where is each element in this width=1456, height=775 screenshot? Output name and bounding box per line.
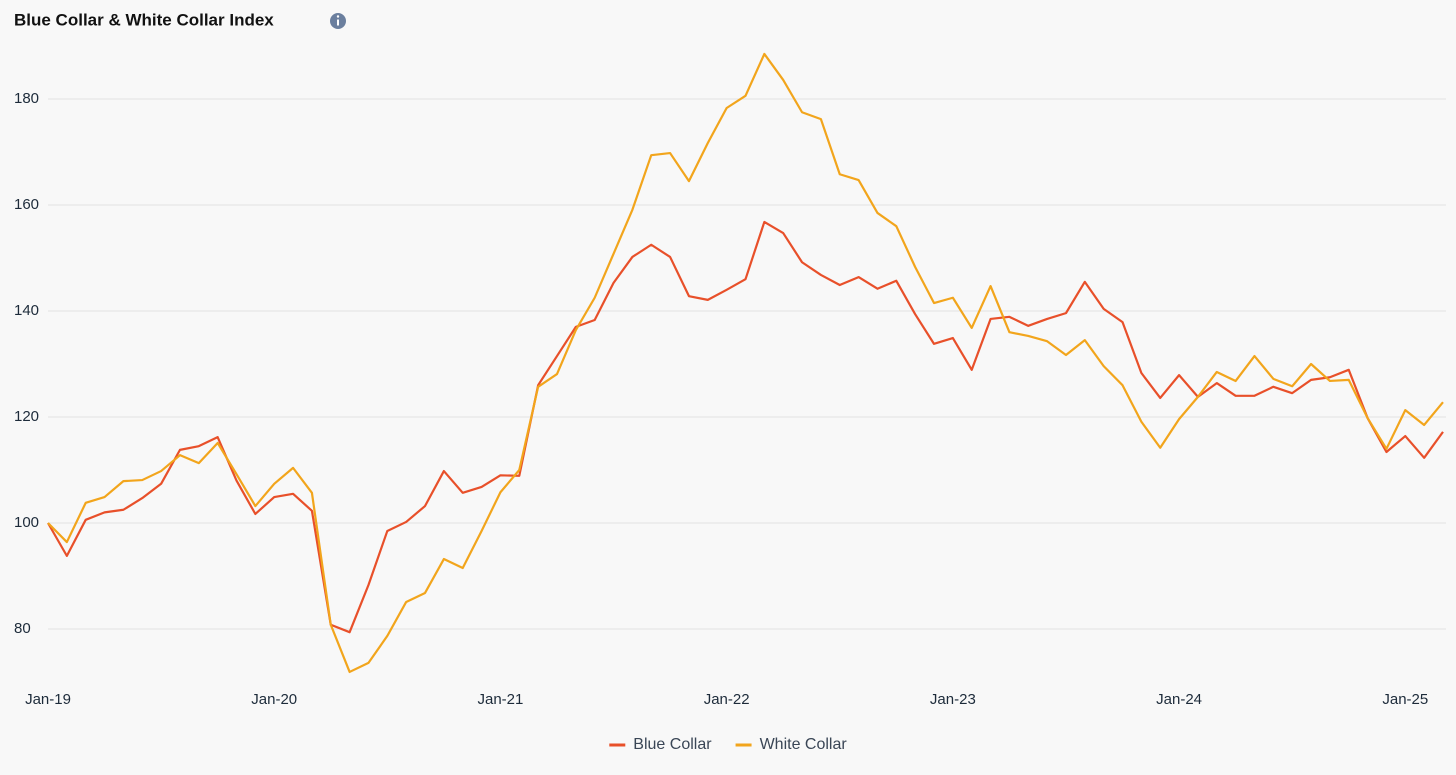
legend: Blue Collar White Collar <box>609 736 847 753</box>
info-icon[interactable] <box>330 13 346 29</box>
y-tick-label: 180 <box>14 90 39 107</box>
x-tick-label: Jan-25 <box>1382 691 1428 708</box>
x-tick-label: Jan-20 <box>251 691 297 708</box>
x-tick-label: Jan-19 <box>25 691 71 708</box>
chart-title: Blue Collar & White Collar Index <box>14 10 274 29</box>
legend-label: White Collar <box>760 736 848 753</box>
x-tick-label: Jan-23 <box>930 691 976 708</box>
x-tick-label: Jan-24 <box>1156 691 1202 708</box>
y-tick-label: 160 <box>14 196 39 213</box>
y-tick-label: 100 <box>14 514 39 531</box>
x-tick-label: Jan-22 <box>704 691 750 708</box>
y-tick-label: 120 <box>14 408 39 425</box>
y-tick-label: 140 <box>14 302 39 319</box>
legend-label: Blue Collar <box>633 736 712 753</box>
series-line <box>47 52 1444 674</box>
y-tick-label: 80 <box>14 620 31 637</box>
x-tick-label: Jan-21 <box>477 691 523 708</box>
series-line <box>47 220 1444 634</box>
